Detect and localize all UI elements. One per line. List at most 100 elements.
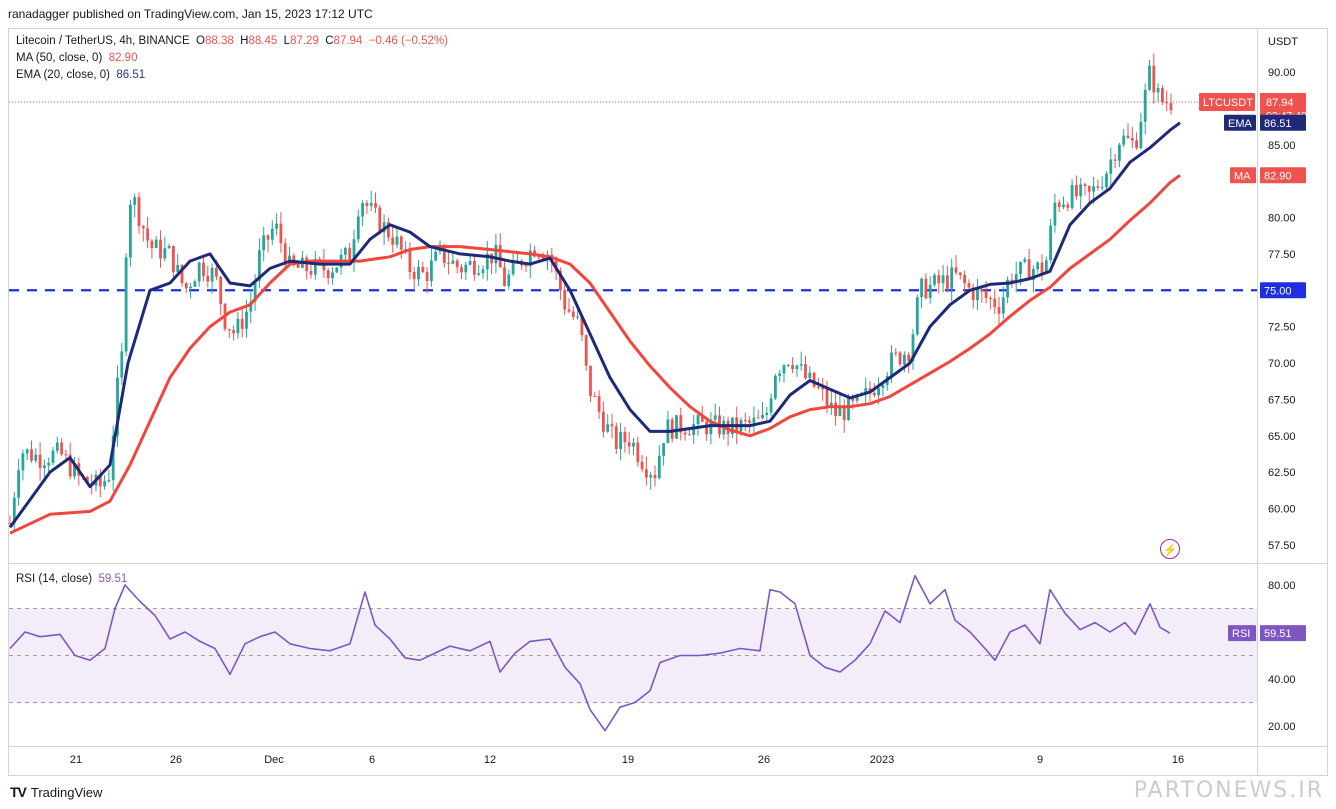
candle-body bbox=[1126, 135, 1130, 139]
candle-body bbox=[137, 197, 141, 227]
candle-body bbox=[421, 266, 425, 273]
candle-body bbox=[584, 335, 588, 366]
ema-legend[interactable]: EMA (20, close, 0) 86.51 bbox=[16, 69, 145, 81]
candle-body bbox=[670, 419, 674, 439]
candle-body bbox=[378, 207, 382, 233]
candle-body bbox=[236, 318, 240, 334]
candle-body bbox=[176, 264, 180, 272]
lightning-icon[interactable]: ⚡ bbox=[1160, 539, 1180, 559]
candle-body bbox=[68, 454, 72, 477]
candle-body bbox=[657, 455, 661, 479]
candle-body bbox=[55, 442, 59, 451]
price-tick-label: 85.00 bbox=[1268, 140, 1296, 152]
candle-body bbox=[253, 280, 257, 302]
candle-body bbox=[202, 262, 205, 276]
candle-body bbox=[954, 267, 958, 273]
candle-body bbox=[640, 461, 644, 470]
candle-body bbox=[589, 365, 592, 396]
candle-body bbox=[1109, 159, 1113, 174]
candle-body bbox=[537, 256, 541, 258]
candle-body bbox=[855, 394, 859, 401]
candle-body bbox=[219, 276, 223, 304]
time-tick-label: 16 bbox=[1172, 754, 1184, 766]
rsi-legend-label: RSI (14, close) bbox=[16, 573, 93, 585]
candle-body bbox=[189, 286, 192, 289]
candle-body bbox=[761, 414, 764, 419]
level-value-tag-bg bbox=[1260, 282, 1306, 299]
candle-body bbox=[43, 465, 46, 469]
watermark: PARTONEWS.IR bbox=[1133, 778, 1324, 803]
candle-body bbox=[369, 202, 373, 206]
time-tick-label: 2023 bbox=[870, 754, 894, 766]
candle-body bbox=[38, 454, 42, 469]
ma-legend[interactable]: MA (50, close, 0) 82.90 bbox=[16, 52, 137, 64]
candle-body bbox=[331, 272, 334, 279]
candle-body bbox=[1006, 279, 1009, 298]
candle-body bbox=[283, 243, 287, 265]
price-tick-label: 72.50 bbox=[1268, 322, 1296, 334]
ema-legend-label: EMA (20, close, 0) bbox=[16, 69, 110, 81]
symbol-legend[interactable]: Litecoin / TetherUS, 4h, BINANCE O88.38 … bbox=[16, 35, 448, 47]
time-tick-label: 12 bbox=[484, 754, 496, 766]
low-value: 87.29 bbox=[290, 35, 319, 47]
candle-body bbox=[1139, 121, 1143, 148]
candle-body bbox=[576, 316, 579, 318]
candle-body bbox=[1079, 184, 1083, 197]
candle-body bbox=[159, 239, 162, 259]
candle-body bbox=[412, 272, 416, 280]
candle-body bbox=[460, 267, 463, 273]
candle-body bbox=[262, 235, 266, 251]
candle-body bbox=[928, 284, 932, 299]
candle-body bbox=[786, 364, 790, 366]
candle-body bbox=[391, 237, 395, 245]
candle-body bbox=[993, 298, 997, 308]
ma-label-tag-bg bbox=[1230, 167, 1256, 184]
rsi-tick-label: 80.00 bbox=[1268, 580, 1296, 592]
candle-body bbox=[51, 450, 55, 463]
rsi-tick-label: 20.00 bbox=[1268, 721, 1296, 733]
candle-body bbox=[1105, 173, 1108, 188]
rsi-tick-label: 40.00 bbox=[1268, 674, 1296, 686]
candle-body bbox=[563, 290, 567, 310]
ema-label-tag: EMA bbox=[1228, 118, 1253, 130]
candle-body bbox=[387, 222, 390, 238]
candle-body bbox=[1062, 204, 1065, 208]
rsi-legend[interactable]: RSI (14, close) 59.51 bbox=[16, 573, 127, 585]
candle-body bbox=[675, 415, 678, 439]
candle-body bbox=[933, 275, 936, 285]
price-tick-label: 62.50 bbox=[1268, 467, 1296, 479]
candle-body bbox=[163, 248, 167, 259]
candle-body bbox=[30, 449, 33, 461]
candle-body bbox=[1053, 202, 1057, 226]
change-value: −0.46 (−0.52%) bbox=[368, 35, 448, 47]
candle-body bbox=[266, 235, 270, 240]
tradingview-logo[interactable]: TV TradingView bbox=[10, 784, 102, 800]
candle-body bbox=[1057, 202, 1061, 208]
ma-value-tag: 82.90 bbox=[1264, 170, 1292, 182]
candle-body bbox=[1014, 274, 1018, 283]
symbol-name: Litecoin / TetherUS, 4h, BINANCE bbox=[16, 35, 190, 47]
chart-frame bbox=[8, 28, 1328, 776]
candle-body bbox=[60, 442, 63, 455]
candle-body bbox=[971, 287, 975, 301]
candle-body bbox=[309, 271, 313, 275]
candle-body bbox=[541, 256, 545, 260]
candle-body bbox=[275, 223, 278, 229]
candle-body bbox=[348, 247, 352, 261]
candle-body bbox=[477, 273, 481, 275]
rsi-value-tag-bg bbox=[1260, 625, 1306, 642]
price-axis-unit: USDT bbox=[1268, 36, 1298, 48]
candle-body bbox=[1027, 259, 1031, 281]
candle-body bbox=[197, 262, 201, 282]
tradingview-brand: TradingView bbox=[30, 784, 103, 800]
candle-body bbox=[1087, 185, 1091, 192]
candle-body bbox=[1169, 103, 1173, 111]
candle-body bbox=[696, 415, 700, 425]
candle-body bbox=[812, 372, 816, 387]
candle-body bbox=[907, 354, 911, 361]
candle-body bbox=[511, 260, 515, 275]
candle-body bbox=[141, 226, 145, 229]
price-tick-label: 90.00 bbox=[1268, 67, 1296, 79]
ltc-symbol-tag-bg bbox=[1199, 92, 1255, 111]
